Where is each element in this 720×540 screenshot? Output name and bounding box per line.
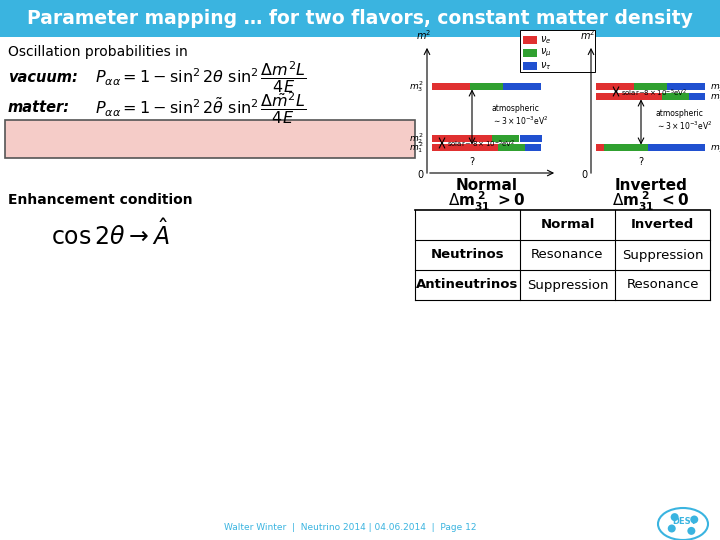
Bar [0,0,720,37]
Circle shape [690,516,698,523]
Text: $\Delta$$\mathbf{m_{31}^{\ 2}}$ $\mathbf{<0}$: $\Delta$$\mathbf{m_{31}^{\ 2}}$ $\mathbf… [613,190,690,213]
Text: atmospheric
$\sim3\times10^{-3}$eV$^2$: atmospheric $\sim3\times10^{-3}$eV$^2$ [492,104,549,127]
Text: Normal: Normal [540,219,595,232]
Text: $m_3^2$: $m_3^2$ [710,140,720,155]
Text: $m^2$: $m^2$ [416,28,432,42]
Text: Oscillation probabilities in: Oscillation probabilities in [8,45,188,59]
Text: Parameter mapping … for two flavors, constant matter density: Parameter mapping … for two flavors, con… [27,10,693,29]
Bar [470,83,503,90]
Text: $m_2^2$: $m_2^2$ [710,79,720,94]
Circle shape [670,513,679,521]
Text: $m_1^2$: $m_1^2$ [710,89,720,104]
Text: $\Delta$$\mathbf{m_{31}^{\ 2}}$ $\mathbf{>0}$: $\Delta$$\mathbf{m_{31}^{\ 2}}$ $\mathbf… [449,190,526,213]
Text: $P_{\alpha\alpha} = 1 - \sin^2 2\theta\ \sin^2 \dfrac{\Delta m^2 L}{4E}$: $P_{\alpha\alpha} = 1 - \sin^2 2\theta\ … [95,59,307,95]
Bar [523,36,537,44]
Bar [667,83,705,90]
Bar [523,62,537,70]
Text: ?: ? [469,157,474,167]
Text: Inverted: Inverted [631,219,694,232]
Text: 0: 0 [582,170,588,180]
Text: $m_2^2$: $m_2^2$ [410,131,424,146]
Bar [492,135,519,142]
Text: $P_{\alpha\alpha} = 1 - \sin^2 2\tilde{\theta}\ \sin^2 \dfrac{\Delta \tilde{m}^2: $P_{\alpha\alpha} = 1 - \sin^2 2\tilde{\… [95,90,306,126]
Circle shape [667,524,676,532]
Text: 0: 0 [418,170,424,180]
Text: Enhancement condition: Enhancement condition [8,193,193,207]
Bar [520,30,595,72]
Text: vacuum:: vacuum: [8,70,78,84]
Bar [604,144,648,151]
Bar [648,144,705,151]
Ellipse shape [658,508,708,540]
Bar [503,83,541,90]
Text: DESY: DESY [672,517,697,526]
Bar [596,144,604,151]
Text: Suppression: Suppression [527,279,608,292]
Text: atmospheric
$\sim3\times10^{-3}$eV$^2$: atmospheric $\sim3\times10^{-3}$eV$^2$ [656,109,712,132]
Text: Suppression: Suppression [622,248,703,261]
Bar [432,135,492,142]
Text: $m_1^2$: $m_1^2$ [410,140,424,155]
Text: $\cos 2\theta \rightarrow \hat{A}$: $\cos 2\theta \rightarrow \hat{A}$ [50,220,169,250]
Text: $\nu_e$: $\nu_e$ [540,34,552,46]
Text: $\nu_\mu$: $\nu_\mu$ [540,47,552,59]
Text: Normal: Normal [456,178,518,192]
Bar [634,83,667,90]
Bar [523,49,537,57]
Bar [432,144,498,151]
Bar [596,83,634,90]
Bar [5,120,415,158]
Text: $m^2$: $m^2$ [580,28,595,42]
Text: Resonance: Resonance [531,248,604,261]
Text: $m_3^2$: $m_3^2$ [410,79,424,94]
Text: ?: ? [639,157,644,167]
Bar [662,93,689,100]
Bar [525,144,541,151]
Text: Inverted: Inverted [615,178,688,192]
Circle shape [688,527,696,535]
Bar [498,144,525,151]
Bar [596,93,662,100]
Text: matter:: matter: [8,100,70,116]
Bar [520,135,542,142]
Text: Walter Winter  |  Neutrino 2014 | 04.06.2014  |  Page 12: Walter Winter | Neutrino 2014 | 04.06.20… [224,523,476,531]
Text: Resonance: Resonance [626,279,698,292]
Text: solar~$8\times10^{-5}$eV$^2$: solar~$8\times10^{-5}$eV$^2$ [621,87,687,99]
Bar [432,83,470,90]
Bar [689,93,705,100]
Text: solar~ $8\times10^{-5}$eV$^2$: solar~ $8\times10^{-5}$eV$^2$ [447,139,516,150]
Text: Antineutrinos: Antineutrinos [416,279,518,292]
Text: Neutrinos: Neutrinos [431,248,504,261]
Text: $\nu_\tau$: $\nu_\tau$ [540,60,552,72]
